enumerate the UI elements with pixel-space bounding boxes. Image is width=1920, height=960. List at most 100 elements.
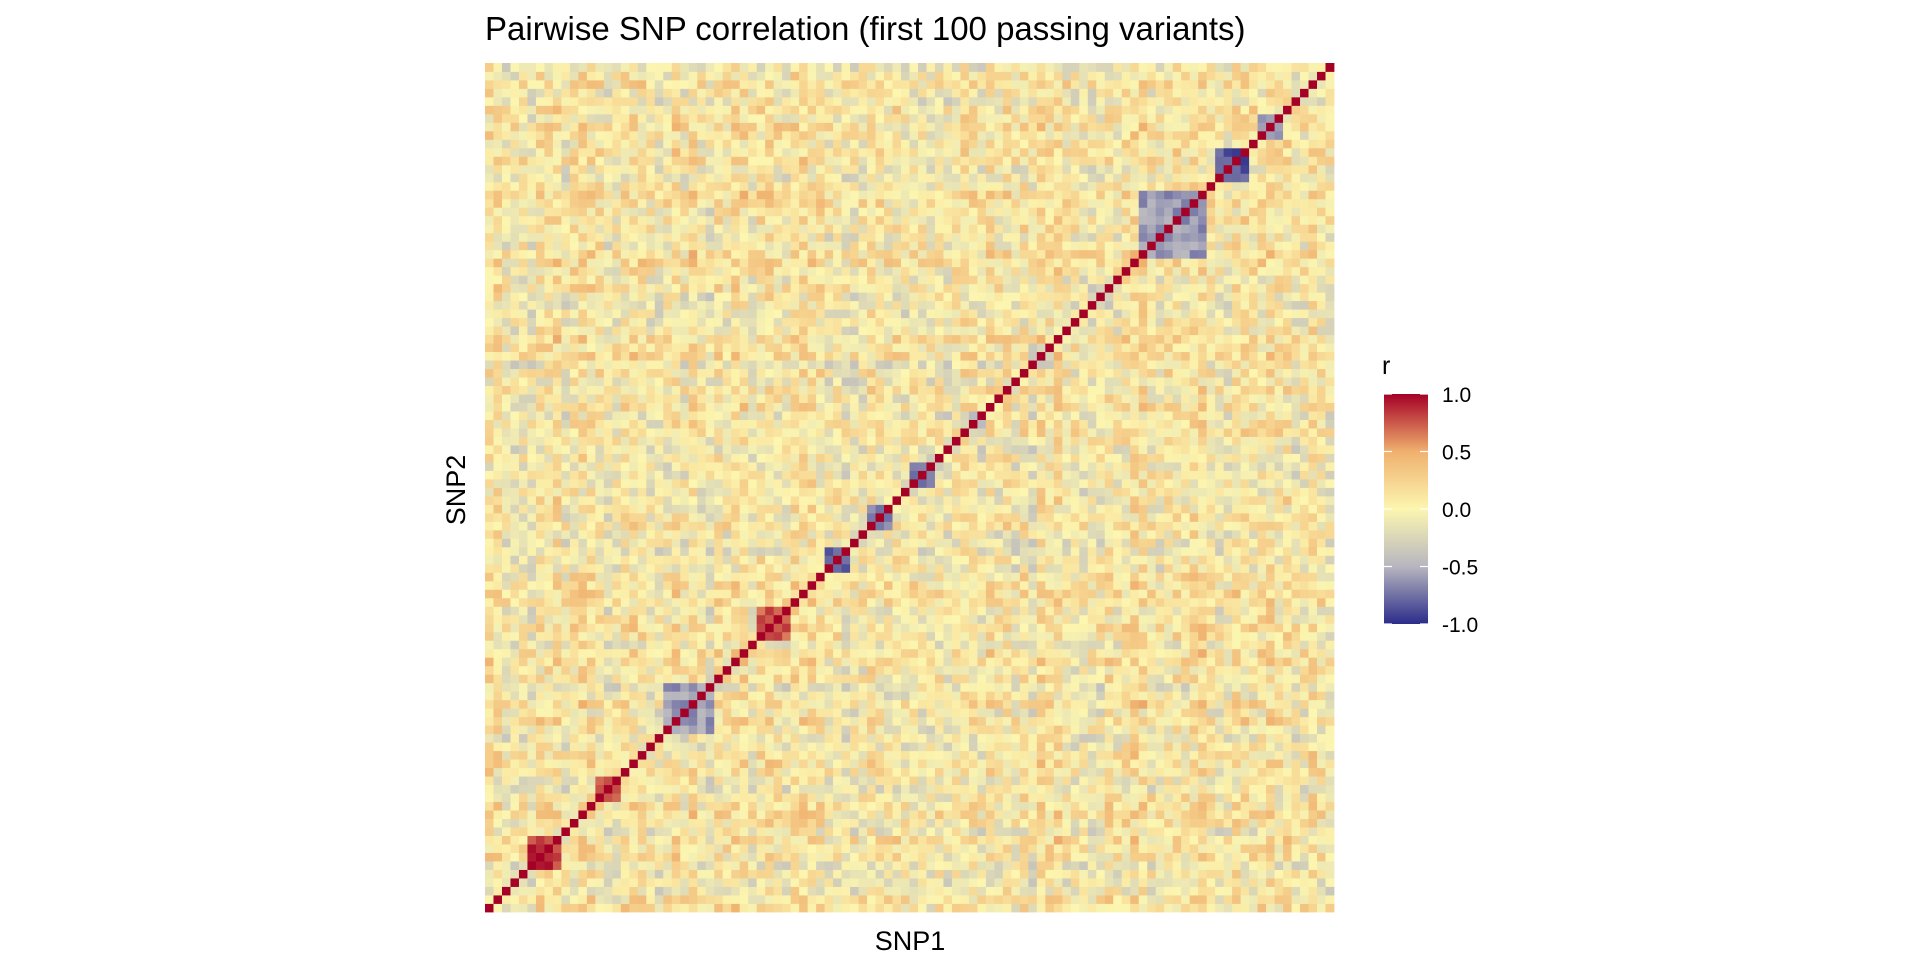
heatmap-cell bbox=[773, 759, 783, 769]
heatmap-cell bbox=[833, 674, 842, 684]
heatmap-cell bbox=[782, 258, 792, 268]
heatmap-cell bbox=[790, 835, 800, 845]
heatmap-cell bbox=[833, 181, 842, 191]
heatmap-cell bbox=[875, 63, 885, 72]
heatmap-cell bbox=[637, 512, 647, 522]
heatmap-cell bbox=[739, 674, 749, 684]
heatmap-cell bbox=[807, 419, 817, 429]
heatmap-cell bbox=[807, 368, 817, 378]
heatmap-cell bbox=[807, 377, 817, 387]
heatmap-cell bbox=[773, 623, 783, 633]
heatmap-cell bbox=[841, 122, 851, 132]
heatmap-cell bbox=[739, 258, 749, 268]
heatmap-cell bbox=[501, 512, 511, 522]
heatmap-cell bbox=[544, 266, 554, 276]
heatmap-cell bbox=[646, 572, 656, 582]
heatmap-cell bbox=[756, 147, 766, 157]
heatmap-cell bbox=[603, 895, 613, 904]
heatmap-cell bbox=[867, 852, 876, 862]
heatmap-cell bbox=[544, 512, 554, 522]
heatmap-cell bbox=[824, 555, 834, 565]
heatmap-cell bbox=[714, 852, 724, 862]
heatmap-cell bbox=[620, 71, 630, 81]
heatmap-cell bbox=[629, 623, 639, 633]
heatmap-cell bbox=[569, 733, 579, 743]
heatmap-cell bbox=[595, 453, 605, 463]
heatmap-cell bbox=[493, 529, 503, 539]
heatmap-cell bbox=[765, 631, 775, 641]
heatmap-cell bbox=[527, 343, 537, 353]
heatmap-cell bbox=[544, 759, 554, 769]
heatmap-cell bbox=[544, 504, 554, 514]
heatmap-cell bbox=[637, 105, 647, 115]
heatmap-cell bbox=[671, 292, 681, 302]
heatmap-cell bbox=[739, 657, 749, 667]
heatmap-cell bbox=[816, 105, 825, 115]
heatmap-cell bbox=[544, 487, 554, 497]
heatmap-cell bbox=[714, 283, 724, 293]
heatmap-cell bbox=[654, 691, 664, 701]
heatmap-cell bbox=[544, 546, 554, 556]
heatmap-cell bbox=[765, 852, 775, 862]
heatmap-cell bbox=[799, 512, 809, 522]
heatmap-cell bbox=[892, 164, 902, 174]
heatmap-cell bbox=[875, 487, 885, 497]
heatmap-cell bbox=[527, 827, 537, 836]
heatmap-cell bbox=[646, 606, 656, 616]
heatmap-cell bbox=[867, 300, 876, 310]
heatmap-cell bbox=[612, 691, 622, 701]
heatmap-cell bbox=[705, 708, 715, 718]
heatmap-cell bbox=[595, 156, 605, 166]
heatmap-cell bbox=[739, 207, 749, 217]
heatmap-cell bbox=[646, 597, 656, 607]
heatmap-cell bbox=[697, 122, 707, 132]
heatmap-cell bbox=[790, 470, 800, 480]
heatmap-cell bbox=[561, 241, 571, 251]
heatmap-cell bbox=[773, 895, 783, 904]
heatmap-cell bbox=[663, 470, 673, 480]
heatmap-cell bbox=[569, 674, 579, 684]
heatmap-cell bbox=[569, 708, 579, 718]
heatmap-cell bbox=[756, 309, 766, 319]
heatmap-cell bbox=[714, 487, 724, 497]
heatmap-cell bbox=[892, 241, 902, 251]
heatmap-cell bbox=[595, 224, 605, 234]
heatmap-cell bbox=[612, 818, 622, 828]
heatmap-cell bbox=[688, 699, 698, 709]
heatmap-cell bbox=[816, 462, 825, 471]
heatmap-cell bbox=[688, 487, 698, 497]
heatmap-cell bbox=[841, 164, 851, 174]
heatmap-cell bbox=[714, 903, 724, 913]
heatmap-cell bbox=[663, 71, 673, 81]
heatmap-cell bbox=[875, 555, 885, 565]
heatmap-cell bbox=[527, 640, 537, 650]
heatmap-cell bbox=[773, 71, 783, 81]
heatmap-cell bbox=[884, 631, 893, 641]
heatmap-cell bbox=[824, 130, 834, 140]
heatmap-cell bbox=[748, 538, 758, 548]
heatmap-cell bbox=[748, 445, 758, 454]
heatmap-cell bbox=[799, 419, 809, 429]
heatmap-cell bbox=[824, 835, 834, 845]
heatmap-cell bbox=[595, 190, 605, 200]
heatmap-cell bbox=[731, 402, 741, 412]
heatmap-cell bbox=[552, 759, 562, 769]
heatmap-cell bbox=[782, 665, 792, 675]
heatmap-cell bbox=[493, 173, 503, 183]
heatmap-cell bbox=[739, 844, 749, 853]
heatmap-cell bbox=[705, 479, 715, 488]
heatmap-cell bbox=[824, 682, 834, 692]
heatmap-cell bbox=[578, 801, 588, 811]
heatmap-cell bbox=[629, 716, 639, 726]
heatmap-cell bbox=[680, 580, 690, 590]
heatmap-cell bbox=[544, 360, 554, 370]
heatmap-cell bbox=[544, 207, 554, 217]
heatmap-cell bbox=[714, 428, 724, 437]
heatmap-cell bbox=[586, 300, 596, 310]
heatmap-cell bbox=[654, 207, 664, 217]
heatmap-cell bbox=[552, 470, 562, 480]
heatmap-cell bbox=[739, 224, 749, 234]
heatmap-cell bbox=[527, 665, 537, 675]
heatmap-cell bbox=[586, 750, 596, 760]
heatmap-cell bbox=[603, 326, 613, 336]
